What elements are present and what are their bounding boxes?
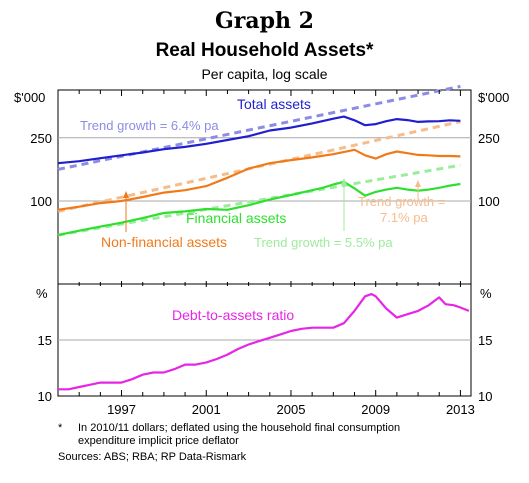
financial-trend-arrowhead xyxy=(341,178,347,185)
graph-label: Graph 2 xyxy=(215,8,314,34)
x-tick-label-2009: 2009 xyxy=(361,402,390,417)
x-tick-label-2013: 2013 xyxy=(446,402,475,417)
x-tick-label-1997: 1997 xyxy=(107,402,136,417)
total-assets-label: Total assets xyxy=(237,96,311,112)
nonfinancial-assets-label: Non-financial assets xyxy=(101,234,227,250)
footnote-line2: expenditure implicit price deflator xyxy=(78,435,239,447)
bottom-right-tick-label-10: 10 xyxy=(478,389,492,404)
nonfinancial-trend-label-line1: Trend growth = xyxy=(358,194,445,209)
total-trend-label: Trend growth = 6.4% pa xyxy=(80,118,219,133)
bottom-left-tick-label-15: 15 xyxy=(38,333,52,348)
footnote-marker: * xyxy=(58,422,63,434)
financial-assets-trend-line xyxy=(57,163,461,237)
bottom-right-unit: % xyxy=(480,286,492,301)
total-assets-trend-line xyxy=(57,84,461,171)
debt-ratio-label: Debt-to-assets ratio xyxy=(172,307,294,323)
footnote-sources: Sources: ABS; RBA; RP Data-Rismark xyxy=(58,451,247,463)
footnote-line1: In 2010/11 dollars; deflated using the h… xyxy=(78,422,401,434)
top-left-tick-label-100: 100 xyxy=(30,194,52,209)
financial-assets-line xyxy=(57,180,461,237)
bottom-left-unit: % xyxy=(36,286,48,301)
financial-assets-label: Financial assets xyxy=(186,210,286,226)
chart-title: Real Household Assets* xyxy=(155,40,374,61)
financial-trend-label: Trend growth = 5.5% pa xyxy=(254,235,393,250)
total-assets-line xyxy=(57,115,461,165)
x-tick-label-2001: 2001 xyxy=(192,402,221,417)
top-right-tick-label-100: 100 xyxy=(478,194,500,209)
y-tick-label-layer: 100 100 250 250 10 10 15 15 xyxy=(30,131,499,404)
bottom-right-tick-label-15: 15 xyxy=(478,333,492,348)
nonfinancial-trend-arrowhead xyxy=(415,180,421,187)
top-right-unit: $'000 xyxy=(478,90,509,105)
footnote-note: * In 2010/11 dollars; deflated using the … xyxy=(58,422,400,448)
nonfinancial-trend-label-line2: 7.1% pa xyxy=(380,210,428,225)
top-right-tick-label-250: 250 xyxy=(478,131,500,146)
nonfinancial-label-arrowhead xyxy=(123,191,129,198)
x-tick-layer: 1997 2001 2005 2009 2013 xyxy=(78,90,475,417)
chart-subtitle: Per capita, log scale xyxy=(201,66,328,82)
debt-to-assets-ratio-line xyxy=(58,293,470,391)
series-layer xyxy=(57,115,470,391)
top-left-unit: $'000 xyxy=(14,90,45,105)
top-left-tick-label-250: 250 xyxy=(30,131,52,146)
non-financial-assets-line xyxy=(57,148,461,211)
bottom-left-tick-label-10: 10 xyxy=(38,389,52,404)
x-tick-label-2005: 2005 xyxy=(277,402,306,417)
